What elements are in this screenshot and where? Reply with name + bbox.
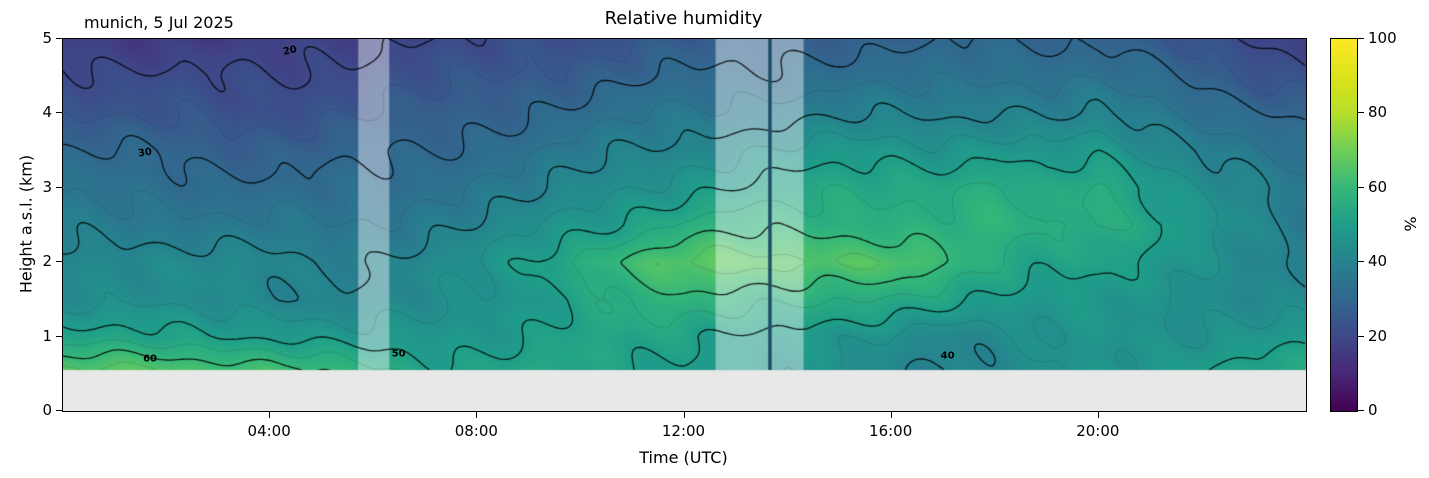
y-tick-mark — [56, 186, 62, 188]
y-tick-mark — [56, 38, 62, 39]
y-axis-label: Height a.s.l. (km) — [16, 154, 36, 294]
contour-label-60: 60 — [143, 353, 157, 365]
y-tick-label: 4 — [42, 103, 52, 122]
colorbar-tick-label: 80 — [1368, 103, 1388, 122]
y-tick-label: 3 — [42, 177, 52, 196]
colorbar-tick-label: 100 — [1368, 29, 1397, 47]
x-tick-label: 12:00 — [661, 422, 706, 440]
colorbar-tick-label: 20 — [1368, 326, 1388, 345]
colorbar-tick-label: 40 — [1368, 252, 1388, 271]
contour-label-30: 30 — [137, 146, 153, 160]
contour-label-50: 50 — [391, 348, 406, 360]
colorbar-label: % — [1400, 216, 1420, 232]
contour-label-40: 40 — [940, 350, 955, 362]
x-tick-label: 20:00 — [1076, 422, 1120, 440]
x-tick-label: 04:00 — [247, 422, 291, 440]
station-date-annotation: munich, 5 Jul 2025 — [84, 13, 234, 32]
x-tick-label: 16:00 — [869, 422, 913, 440]
y-tick-label: 0 — [42, 401, 52, 419]
x-tick-mark — [890, 412, 892, 418]
colorbar-tick-label: 0 — [1368, 401, 1378, 419]
colorbar-tick-mark — [1358, 112, 1364, 114]
x-tick-mark — [683, 412, 685, 418]
colorbar-tick-label: 60 — [1368, 177, 1388, 196]
x-tick-label: 08:00 — [454, 422, 498, 440]
y-tick-mark — [56, 410, 62, 411]
colorbar — [1330, 38, 1358, 412]
colorbar-tick-mark — [1358, 261, 1364, 263]
colorbar-tick-mark — [1358, 38, 1364, 39]
y-tick-label: 2 — [42, 252, 52, 271]
y-tick-mark — [56, 261, 62, 263]
x-tick-mark — [269, 412, 271, 418]
y-tick-mark — [56, 112, 62, 114]
colorbar-tick-mark — [1358, 335, 1364, 337]
y-tick-label: 1 — [42, 326, 52, 345]
plot-area — [62, 38, 1307, 412]
chart-title: Relative humidity — [604, 8, 763, 29]
humidity-contour-canvas — [63, 39, 1306, 411]
x-axis-label: Time (UTC) — [639, 448, 728, 467]
x-tick-mark — [1097, 412, 1099, 418]
y-tick-label: 5 — [42, 29, 52, 47]
y-tick-mark — [56, 335, 62, 337]
x-tick-mark — [476, 412, 478, 418]
colorbar-tick-mark — [1358, 186, 1364, 188]
colorbar-tick-mark — [1358, 410, 1364, 411]
